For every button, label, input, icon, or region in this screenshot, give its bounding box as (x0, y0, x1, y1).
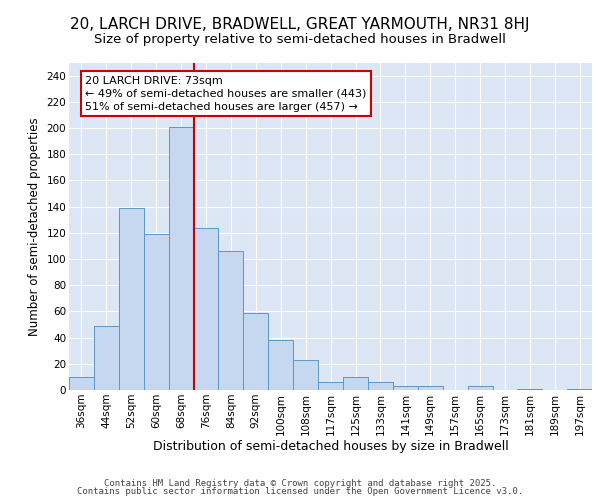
Bar (119, 208, 144, 390)
Bar (393, 386, 418, 390)
Bar (194, 228, 218, 390)
Bar (368, 382, 393, 390)
Bar (567, 388, 592, 390)
Y-axis label: Number of semi-detached properties: Number of semi-detached properties (28, 117, 41, 336)
Text: Contains public sector information licensed under the Open Government Licence v3: Contains public sector information licen… (77, 487, 523, 496)
Bar (169, 126, 194, 390)
Text: Size of property relative to semi-detached houses in Bradwell: Size of property relative to semi-detach… (94, 32, 506, 46)
Bar (144, 234, 169, 390)
Bar (318, 382, 343, 390)
Bar (343, 377, 368, 390)
Bar (218, 251, 244, 390)
Text: 20, LARCH DRIVE, BRADWELL, GREAT YARMOUTH, NR31 8HJ: 20, LARCH DRIVE, BRADWELL, GREAT YARMOUT… (70, 18, 530, 32)
Bar (69, 377, 94, 390)
Bar (268, 340, 293, 390)
Bar (467, 386, 493, 390)
X-axis label: Distribution of semi-detached houses by size in Bradwell: Distribution of semi-detached houses by … (153, 440, 508, 454)
Text: 20 LARCH DRIVE: 73sqm
← 49% of semi-detached houses are smaller (443)
51% of sem: 20 LARCH DRIVE: 73sqm ← 49% of semi-deta… (85, 76, 367, 112)
Bar (94, 326, 119, 390)
Bar (244, 312, 268, 390)
Bar (418, 386, 443, 390)
Bar (517, 388, 542, 390)
Bar (293, 360, 318, 390)
Text: Contains HM Land Registry data © Crown copyright and database right 2025.: Contains HM Land Registry data © Crown c… (104, 478, 496, 488)
